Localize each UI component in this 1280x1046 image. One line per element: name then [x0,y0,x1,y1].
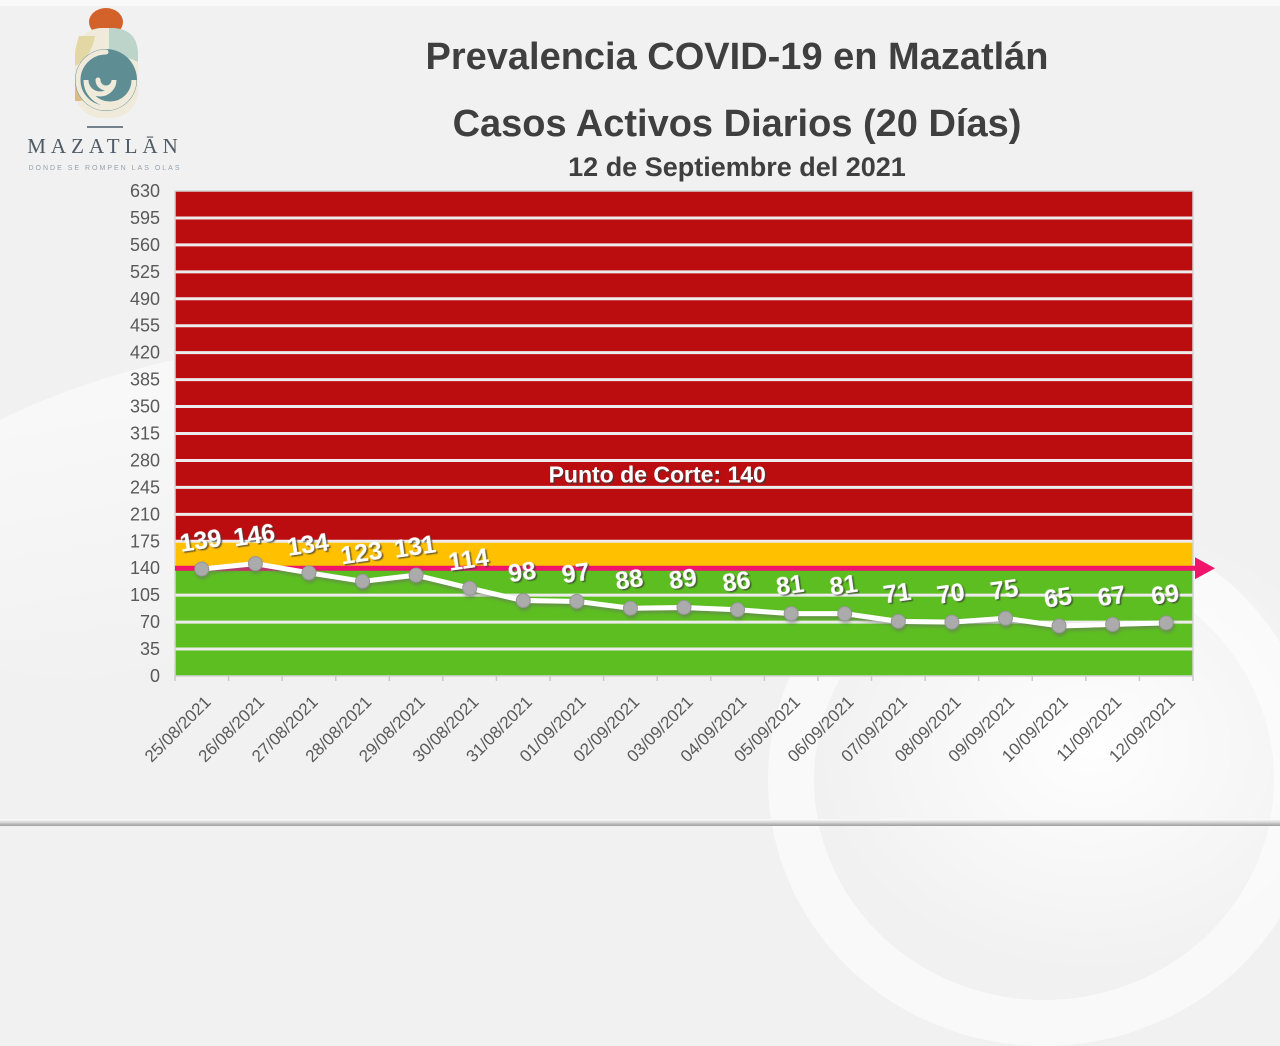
cutoff-label: Punto de Corte: 140 [549,461,766,487]
y-axis-label: 105 [130,585,160,605]
data-value-label: 123 [339,537,384,571]
mazatlan-logo: MAZATLĀN DONDE SE ROMPEN LAS OLAS [5,6,205,172]
data-point-marker [1051,618,1067,634]
y-axis-label: 420 [130,343,160,363]
data-value-label: 89 [667,564,698,596]
data-point-marker [301,565,317,581]
data-point-marker [462,580,478,596]
data-value-label: 88 [614,565,646,597]
data-point-marker [247,556,263,572]
y-axis-label: 140 [130,558,160,578]
y-axis-label: 385 [130,370,160,390]
data-point-marker [622,600,638,616]
y-axis-label: 175 [130,531,160,551]
data-value-label: 81 [828,570,860,602]
y-axis-label: 280 [130,450,160,470]
cutoff-arrow-icon [1195,557,1215,580]
data-value-label: 86 [721,566,752,598]
data-value-label: 70 [935,578,966,610]
y-axis-label: 210 [130,504,160,524]
data-point-marker [890,613,906,629]
data-point-marker [944,614,960,630]
data-value-label: 69 [1149,579,1180,611]
y-axis-label: 630 [130,181,160,201]
y-axis-label: 490 [130,289,160,309]
data-point-marker [355,573,371,589]
data-point-marker [676,599,692,615]
chart-header: Prevalencia COVID-19 en Mazatlán Casos A… [194,0,1280,183]
y-axis-label: 560 [130,235,160,255]
logo-tagline: DONDE SE ROMPEN LAS OLAS [28,165,182,172]
y-axis-label: 245 [130,477,160,497]
y-axis-label: 525 [130,262,160,282]
data-point-marker [569,593,585,609]
data-point-marker [194,561,210,577]
data-value-label: 131 [392,530,437,564]
data-value-label: 81 [774,570,806,602]
logo-wordmark: MAZATLĀN [27,134,183,158]
y-axis-label: 35 [140,639,160,659]
data-value-label: 97 [560,558,591,590]
y-axis-label: 595 [130,208,160,228]
y-axis-label: 70 [140,612,160,632]
data-value-label: 134 [285,528,330,562]
data-point-marker [1105,616,1121,632]
data-value-label: 139 [178,524,223,558]
page-title: Prevalencia COVID-19 en Mazatlán [425,36,1049,78]
slide-bottom-border [0,819,1280,826]
mazatlan-logo-icon [75,8,138,118]
data-point-marker [997,610,1013,626]
page-subtitle: Casos Activos Diarios (20 Días) [452,103,1022,145]
data-value-label: 98 [506,557,538,589]
y-axis-label: 315 [130,424,160,444]
y-axis-label: 455 [130,316,160,336]
data-point-marker [1158,615,1174,631]
data-point-marker [783,606,799,622]
data-value-label: 71 [881,578,913,610]
data-point-marker [730,602,746,618]
data-value-label: 65 [1042,582,1074,614]
data-value-label: 146 [232,519,277,553]
data-value-label: 114 [447,544,491,577]
data-point-marker [515,593,531,609]
data-value-label: 67 [1096,581,1127,613]
data-point-marker [408,567,424,583]
data-value-label: 75 [989,575,1021,607]
page-date: 12 de Septiembre del 2021 [568,152,906,182]
y-axis-label: 350 [130,397,160,417]
y-axis-label: 0 [150,666,160,686]
logo-divider [87,126,123,128]
data-point-marker [837,606,853,622]
